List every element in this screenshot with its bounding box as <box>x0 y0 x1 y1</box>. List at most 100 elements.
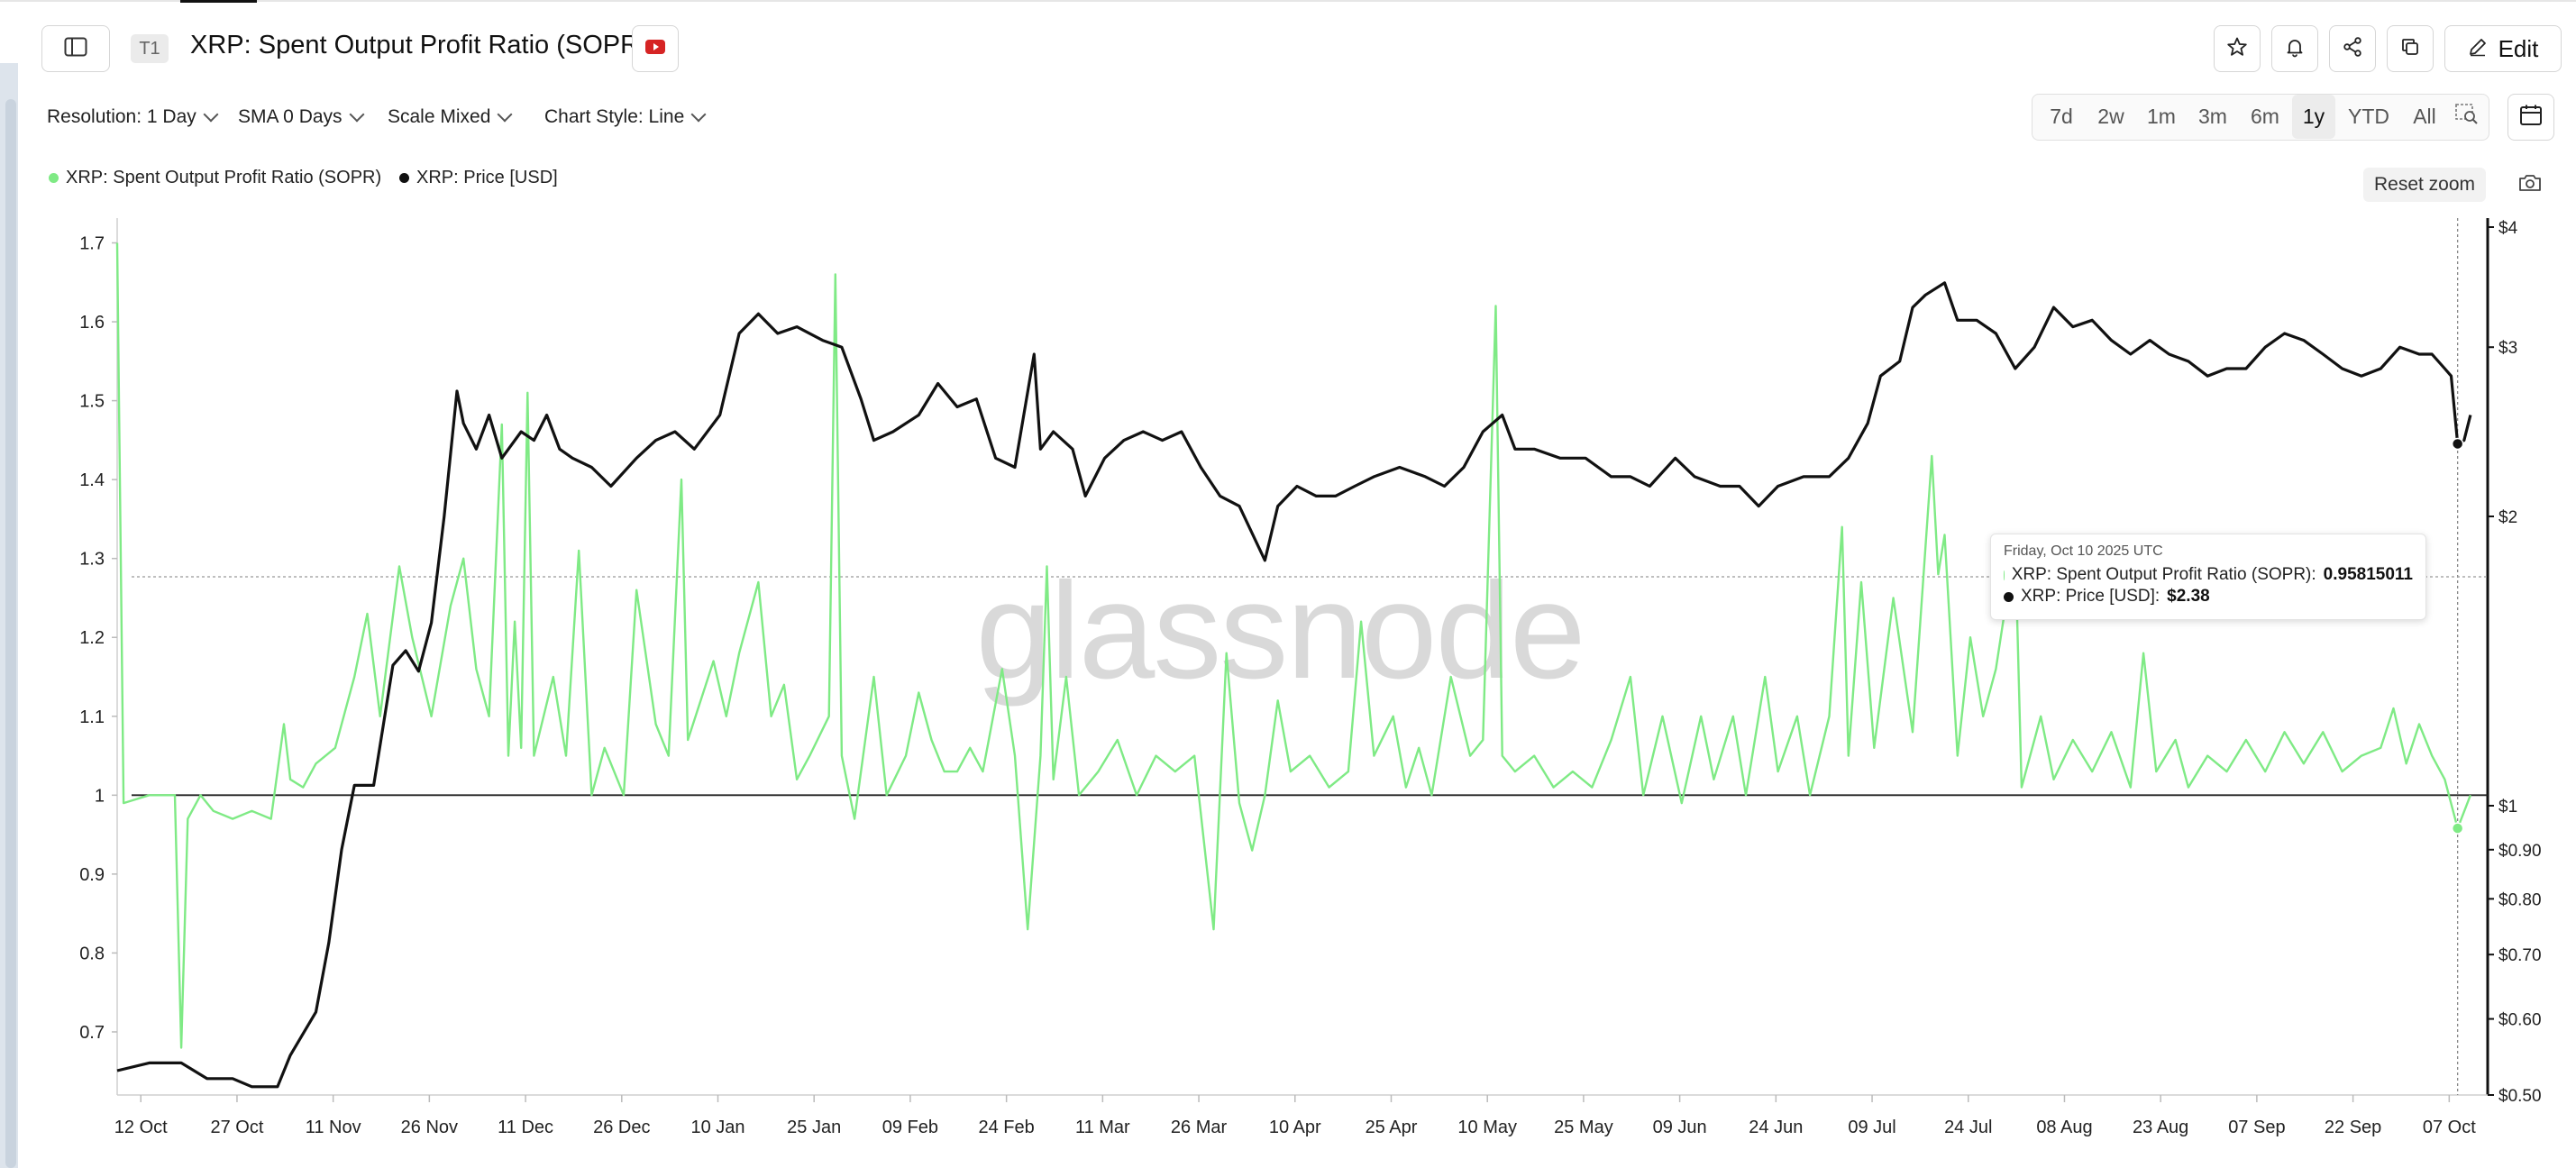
x-tick-label: 24 Feb <box>979 1118 1035 1137</box>
y-right-tick-label: $1 <box>2498 798 2517 817</box>
x-tick-label: 23 Aug <box>2133 1118 2188 1137</box>
y-left-tick-label: 1.3 <box>79 550 105 570</box>
sidebar-toggle-button[interactable] <box>41 25 110 72</box>
star-icon <box>2226 36 2248 62</box>
pencil-icon <box>2468 35 2488 63</box>
y-left-tick-label: 1.1 <box>79 707 105 727</box>
calendar-icon <box>2519 104 2543 132</box>
sidebar-icon <box>64 37 87 61</box>
range-3m[interactable]: 3m <box>2198 105 2227 128</box>
series-layer <box>115 242 2472 1089</box>
y-left-tick-label: 1 <box>95 786 105 806</box>
y-right-tick-label: $0.80 <box>2498 890 2542 909</box>
copy-icon <box>2399 36 2421 62</box>
x-tick-label: 24 Jun <box>1749 1118 1803 1137</box>
x-tick-label: 26 Dec <box>593 1118 650 1137</box>
favorite-button[interactable] <box>2214 25 2261 72</box>
duplicate-button[interactable] <box>2387 25 2434 72</box>
scale-label: Scale Mixed <box>388 106 491 127</box>
tooltip-sopr-label: XRP: Spent Output Profit Ratio (SOPR): <box>2011 565 2316 584</box>
range-7d[interactable]: 7d <box>2050 105 2073 128</box>
price-hover-point <box>2451 437 2464 451</box>
range-6m[interactable]: 6m <box>2251 105 2279 128</box>
y-left-tick-label: 0.9 <box>79 865 105 885</box>
range-all[interactable]: All <box>2413 105 2436 128</box>
tooltip-sopr-dot <box>2004 570 2005 580</box>
range-ytd[interactable]: YTD <box>2348 105 2389 128</box>
x-tick-label: 08 Aug <box>2036 1118 2092 1137</box>
y-left-tick-label: 1.4 <box>79 470 105 490</box>
sma-label: SMA 0 Days <box>238 106 343 127</box>
chart-style-dropdown[interactable]: Chart Style: Line <box>544 106 707 128</box>
y-left-tick-label: 1.6 <box>79 313 105 333</box>
x-tick-label: 07 Sep <box>2228 1118 2285 1137</box>
sopr-hover-point <box>2451 822 2464 835</box>
alert-button[interactable] <box>2271 25 2318 72</box>
edit-button[interactable]: Edit <box>2444 25 2562 72</box>
camera-icon <box>2518 173 2542 197</box>
legend-swatch-price <box>399 173 409 183</box>
range-selector: 7d 2w 1m 3m 6m 1y YTD All <box>2032 94 2489 141</box>
x-tick-label: 09 Feb <box>882 1118 938 1137</box>
tier-badge: T1 <box>131 34 169 63</box>
tooltip-sopr-row: XRP: Spent Output Profit Ratio (SOPR): 0… <box>2004 565 2413 585</box>
tooltip-price-dot <box>2004 591 2014 602</box>
y-right-tick-label: $3 <box>2498 339 2517 358</box>
x-tick-label: 10 May <box>1457 1118 1517 1137</box>
scale-dropdown[interactable]: Scale Mixed <box>388 106 513 128</box>
top-border <box>0 0 2576 2</box>
axes: 0.7 0.8 0.9 1 1.1 1.2 1.3 1.4 1.5 1.6 1.7 $0.50 $0.6… <box>79 218 2542 1137</box>
x-tick-label: 09 Jun <box>1653 1118 1707 1137</box>
tooltip-sopr-value: 0.95815011 <box>2323 565 2413 584</box>
share-icon <box>2342 36 2363 62</box>
y-left-tick-label: 0.7 <box>79 1023 105 1043</box>
resolution-dropdown[interactable]: Resolution: 1 Day <box>47 106 219 128</box>
x-tick-label: 07 Oct <box>2423 1118 2476 1137</box>
legend-price-label: XRP: Price [USD] <box>416 168 558 187</box>
legend-price[interactable]: XRP: Price [USD] <box>399 168 558 188</box>
edit-label: Edit <box>2498 34 2539 62</box>
legend-sopr[interactable]: XRP: Spent Output Profit Ratio (SOPR) <box>49 168 381 188</box>
x-tick-label: 24 Jul <box>1944 1118 1992 1137</box>
page-title: XRP: Spent Output Profit Ratio (SOPR) <box>190 31 648 59</box>
y-right-tick-label: $0.90 <box>2498 842 2542 861</box>
x-tick-label: 27 Oct <box>210 1118 263 1137</box>
share-button[interactable] <box>2329 25 2376 72</box>
x-tick-label: 25 Apr <box>1366 1118 1418 1137</box>
y-right-tick-label: $2 <box>2498 508 2517 527</box>
y-right-tick-label: $0.50 <box>2498 1087 2542 1106</box>
x-tick-label: 26 Mar <box>1171 1118 1228 1137</box>
tooltip: Friday, Oct 10 2025 UTC XRP: Spent Outpu… <box>1990 534 2426 620</box>
x-tick-label: 12 Oct <box>114 1118 168 1137</box>
legend-swatch-sopr <box>49 173 59 183</box>
scrollbar[interactable] <box>5 99 16 1168</box>
x-tick-label: 25 May <box>1554 1118 1613 1137</box>
range-1m[interactable]: 1m <box>2147 105 2176 128</box>
y-left-tick-label: 1.7 <box>79 234 105 254</box>
sopr-line <box>115 242 2472 1049</box>
zoom-select-button[interactable] <box>2449 95 2485 139</box>
range-2w[interactable]: 2w <box>2097 105 2124 128</box>
reset-zoom-button[interactable]: Reset zoom <box>2363 168 2486 202</box>
tooltip-price-value: $2.38 <box>2167 587 2210 606</box>
youtube-button[interactable] <box>632 25 679 72</box>
x-tick-label: 25 Jan <box>787 1118 841 1137</box>
date-picker-button[interactable] <box>2507 94 2554 141</box>
tooltip-price-label: XRP: Price [USD]: <box>2021 587 2160 606</box>
y-right-tick-label: $0.70 <box>2498 946 2542 965</box>
tooltip-date: Friday, Oct 10 2025 UTC <box>2004 543 2163 559</box>
sma-dropdown[interactable]: SMA 0 Days <box>238 106 365 128</box>
chart-style-label: Chart Style: Line <box>544 106 685 127</box>
range-1y[interactable]: 1y <box>2292 95 2335 139</box>
legend-sopr-label: XRP: Spent Output Profit Ratio (SOPR) <box>66 168 382 187</box>
x-tick-label: 10 Apr <box>1269 1118 1321 1137</box>
x-tick-label: 09 Jul <box>1848 1118 1895 1137</box>
screenshot-button[interactable] <box>2515 169 2545 200</box>
price-line <box>116 281 2472 1089</box>
y-left-tick-label: 1.5 <box>79 392 105 412</box>
youtube-icon <box>645 39 665 59</box>
x-tick-label: 11 Mar <box>1075 1118 1130 1137</box>
y-left-tick-label: 0.8 <box>79 944 105 963</box>
y-right-tick-label: $0.60 <box>2498 1011 2542 1030</box>
